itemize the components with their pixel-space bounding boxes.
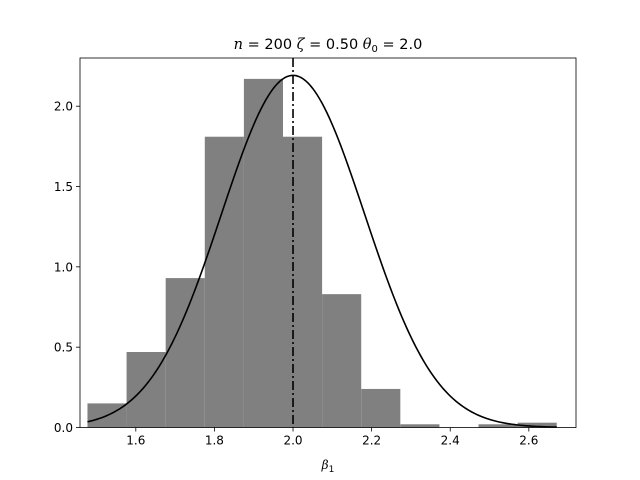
histogram-bar	[126, 351, 166, 428]
y-axis-ticks: 0.0 0.5 1.0 1.5 2.0	[54, 100, 80, 435]
title-theta-symbol: θ	[363, 37, 372, 53]
histogram-bar	[361, 388, 401, 428]
xlabel-subscript: 1	[329, 465, 335, 475]
x-axis-ticks: 1.6 1.8 2.0 2.2 2.4 2.6	[126, 427, 538, 448]
y-tick-label: 1.5	[54, 180, 73, 194]
title-n-text: = 200	[243, 37, 297, 53]
title-zeta-symbol: ζ	[297, 37, 306, 53]
x-tick-label: 1.8	[205, 434, 224, 448]
title-n-symbol: n	[234, 37, 243, 53]
x-tick-label: 2.0	[283, 434, 302, 448]
chart-title: n = 200 ζ = 0.50 θ0 = 2.0	[234, 37, 423, 55]
x-tick-label: 1.6	[126, 434, 145, 448]
y-tick-label: 1.0	[54, 260, 73, 274]
histogram-bar	[243, 78, 283, 428]
histogram-bar	[322, 294, 362, 428]
histogram-bar	[400, 424, 440, 428]
title-theta-subscript: 0	[372, 44, 378, 55]
title-zeta-text: = 0.50	[305, 37, 363, 53]
histogram-bar	[517, 422, 557, 428]
y-tick-label: 2.0	[54, 100, 73, 114]
normal-density-curve	[87, 74, 557, 428]
histogram-bar	[165, 278, 205, 428]
y-tick-label: 0.5	[54, 341, 73, 355]
x-axis-label: β1	[321, 458, 335, 475]
histogram-bar	[282, 136, 323, 428]
x-tick-label: 2.6	[519, 434, 538, 448]
xlabel-symbol: β	[321, 458, 329, 472]
curve-layer	[87, 74, 557, 428]
histogram-bar	[204, 136, 244, 428]
y-tick-label: 0.0	[54, 421, 73, 435]
x-tick-label: 2.2	[362, 434, 381, 448]
histogram-bar	[478, 424, 518, 428]
x-tick-label: 2.4	[441, 434, 460, 448]
title-theta-text: = 2.0	[378, 37, 422, 53]
histogram-bars	[87, 78, 557, 428]
plot-frame	[79, 57, 577, 428]
